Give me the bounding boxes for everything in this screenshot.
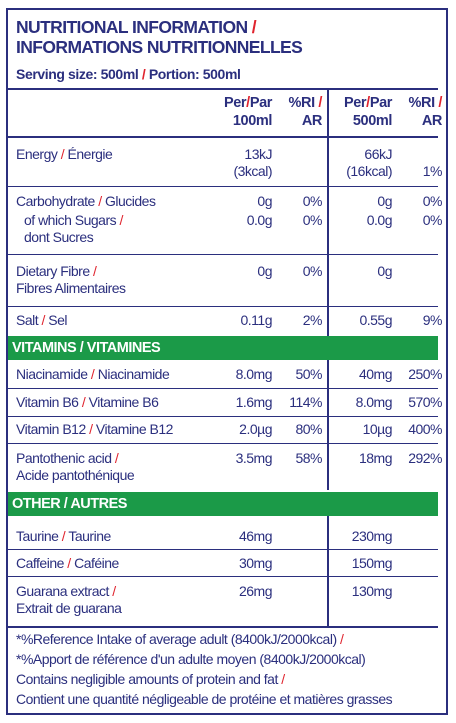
divider [8, 626, 438, 628]
taurine-per-100ml: 46mg [238, 528, 273, 544]
energy-per-500ml: 66kJ (16kcal) [346, 146, 392, 179]
pantothenic-acid-ri-500ml: 292% [408, 450, 442, 466]
vitamins-band: VITAMINS / VITAMINES [8, 336, 438, 360]
salt-ri-500ml: 9% [422, 312, 443, 328]
header-ri-100ml: %RI / AR [288, 95, 323, 129]
row-energy-label: Energy / Énergie [16, 146, 113, 162]
divider [8, 576, 438, 577]
header-per-500ml: Per/Par 500ml [343, 95, 392, 129]
divider [8, 549, 438, 550]
row-fibre-label: Dietary Fibre / Fibres Alimentaires [16, 263, 126, 296]
sugars-ri-500ml: 0% [422, 212, 443, 228]
niacinamide-per-100ml: 8.0mg [235, 366, 273, 382]
row-caffeine-label: Caffeine / Caféine [16, 555, 119, 571]
vitamin-b12-per-500ml: 10µg [362, 421, 393, 437]
divider [8, 416, 438, 417]
column-divider [327, 516, 329, 626]
guarana-per-500ml: 130mg [351, 583, 393, 599]
guarana-per-100ml: 26mg [238, 583, 273, 599]
column-divider [327, 88, 329, 336]
salt-per-500ml: 0.55g [359, 312, 392, 328]
divider [8, 186, 438, 187]
caffeine-per-100ml: 30mg [238, 555, 273, 571]
vitamin-b6-per-100ml: 1.6mg [235, 394, 273, 410]
vitamin-b12-ri-500ml: 400% [408, 421, 442, 437]
sugars-per-100ml: 0.0g [246, 212, 273, 228]
energy-ri-500ml: 1% [422, 163, 443, 179]
fibre-per-100ml: 0g [257, 263, 272, 279]
row-sugars-label: of which Sugars / dont Sucres [24, 212, 123, 245]
niacinamide-per-500ml: 40mg [358, 366, 393, 382]
divider [8, 88, 438, 90]
pantothenic-acid-per-500ml: 18mg [358, 450, 393, 466]
title-fr: INFORMATIONS NUTRITIONNELLES [16, 37, 303, 57]
divider [8, 136, 438, 138]
row-niacinamide-label: Niacinamide / Niacinamide [16, 366, 170, 382]
footnote-negligible-fr: Contient une quantité négligeable de pro… [16, 691, 393, 707]
row-vitamin-b6-label: Vitamin B6 / Vitamine B6 [16, 394, 159, 410]
divider [8, 306, 438, 307]
niacinamide-ri-500ml: 250% [408, 366, 442, 382]
carbohydrate-per-100ml: 0g [257, 193, 272, 209]
header-ri-500ml: %RI / AR [408, 95, 443, 129]
fibre-per-500ml: 0g [377, 263, 392, 279]
column-divider [327, 360, 329, 490]
row-pantothenic-acid-label: Pantothenic acid / Acide pantothénique [16, 450, 135, 483]
serving-size: Serving size: 500ml / Portion: 500ml [16, 66, 241, 82]
energy-per-100ml: 13kJ (3kcal) [233, 146, 272, 179]
caffeine-per-500ml: 150mg [351, 555, 393, 571]
taurine-per-500ml: 230mg [351, 528, 393, 544]
vitamin-b6-ri-100ml: 114% [289, 394, 322, 410]
divider [8, 443, 438, 444]
title-en: NUTRITIONAL INFORMATION / [16, 17, 257, 37]
vitamin-b6-per-500ml: 8.0mg [355, 394, 393, 410]
niacinamide-ri-100ml: 50% [295, 366, 322, 382]
row-salt-label: Salt / Sel [16, 312, 68, 328]
salt-ri-100ml: 2% [302, 312, 323, 328]
pantothenic-acid-ri-100ml: 58% [295, 450, 322, 466]
row-carbohydrate-label: Carbohydrate / Glucides [16, 193, 156, 209]
salt-per-100ml: 0.11g [240, 312, 273, 328]
divider [8, 254, 438, 255]
carbohydrate-per-500ml: 0g [377, 193, 392, 209]
vitamin-b12-per-100ml: 2.0µg [239, 421, 272, 437]
footnote-negligible-en: Contains negligible amounts of protein a… [16, 671, 285, 687]
vitamin-b12-ri-100ml: 80% [295, 421, 322, 437]
row-taurine-label: Taurine / Taurine [16, 528, 111, 544]
pantothenic-acid-per-100ml: 3.5mg [235, 450, 273, 466]
footnote-ri-en: *%Reference Intake of average adult (840… [16, 631, 344, 647]
footnote-ri-fr: *%Apport de référence d'un adulte moyen … [16, 651, 366, 667]
carbohydrate-ri-100ml: 0% [302, 193, 323, 209]
divider [8, 388, 438, 389]
sugars-ri-100ml: 0% [302, 212, 323, 228]
other-band: OTHER / AUTRES [8, 492, 438, 516]
header-per-100ml: Per/Par 100ml [223, 95, 272, 129]
vitamin-b6-ri-500ml: 570% [408, 394, 442, 410]
sugars-per-500ml: 0.0g [366, 212, 393, 228]
fibre-ri-100ml: 0% [302, 263, 323, 279]
row-guarana-label: Guarana extract / Extrait de guarana [16, 583, 122, 616]
carbohydrate-ri-500ml: 0% [422, 193, 443, 209]
nutrition-panel [6, 8, 448, 715]
row-vitamin-b12-label: Vitamin B12 / Vitamine B12 [16, 421, 173, 437]
